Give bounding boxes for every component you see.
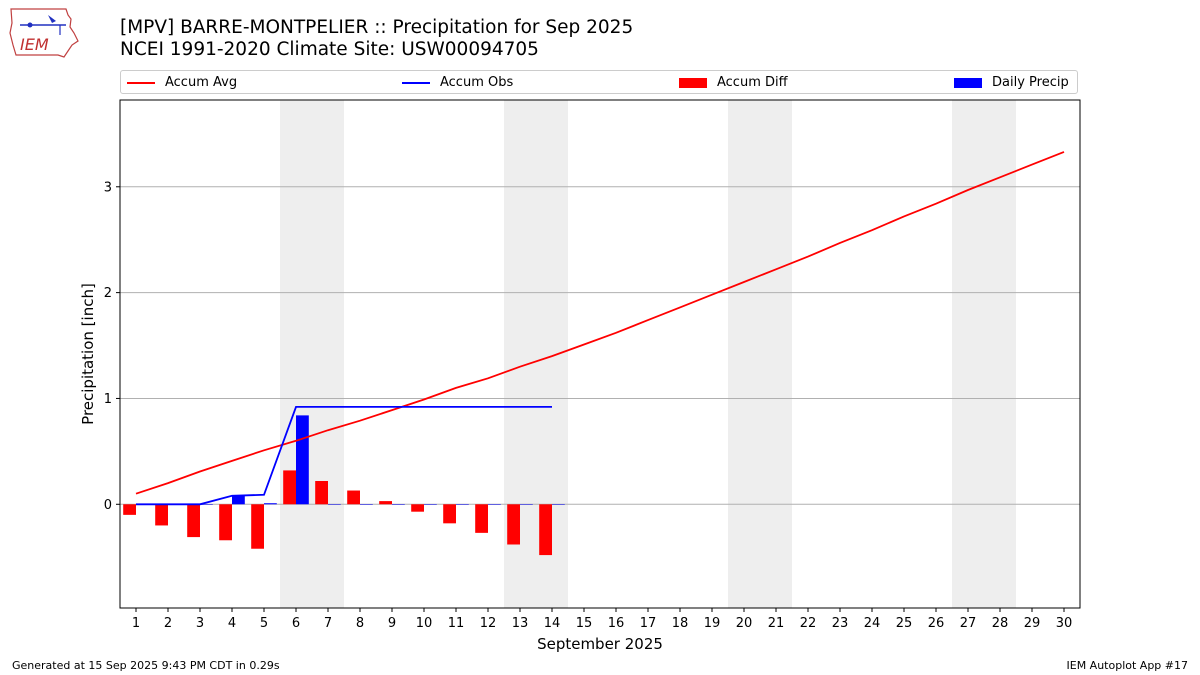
x-tick-label-11: 11 — [448, 616, 465, 631]
x-tick-label-2: 2 — [164, 616, 172, 631]
x-tick-label-6: 6 — [292, 616, 300, 631]
daily-precip-bar-day-7 — [328, 504, 341, 505]
weekend-shade-2 — [728, 100, 792, 608]
x-tick-label-25: 25 — [896, 616, 913, 631]
daily-precip-bar-day-10 — [424, 504, 437, 505]
accum-avg-line — [135, 151, 1065, 495]
x-tick-label-13: 13 — [512, 616, 529, 631]
accum-obs-line — [136, 405, 552, 506]
chart-subtitle: NCEI 1991-2020 Climate Site: USW00094705 — [120, 39, 539, 60]
accum-diff-bar-day-8 — [347, 490, 360, 505]
plot-frame — [119, 99, 1081, 609]
x-tick-label-8: 8 — [356, 616, 364, 631]
logo-text: IEM — [20, 35, 49, 54]
legend-label-daily-precip: Daily Precip — [992, 75, 1069, 90]
x-tick-label-9: 9 — [388, 616, 396, 631]
x-tick-label-18: 18 — [672, 616, 689, 631]
daily-precip-bar-day-5 — [264, 503, 277, 505]
accum-diff-bar-day-4 — [219, 504, 232, 541]
legend-swatch-accum-avg — [127, 82, 155, 84]
y-tick-label-3: 3 — [104, 180, 112, 195]
chart-title: [MPV] BARRE-MONTPELIER :: Precipitation … — [120, 17, 634, 38]
daily-precip-bar-day-8 — [360, 504, 373, 505]
x-tick-label-23: 23 — [832, 616, 849, 631]
y-tick-label-1: 1 — [104, 392, 112, 407]
x-tick-label-16: 16 — [608, 616, 625, 631]
accum-diff-bar-day-7 — [315, 481, 328, 505]
x-tick-label-22: 22 — [800, 616, 817, 631]
x-tick-label-27: 27 — [960, 616, 977, 631]
x-tick-label-29: 29 — [1024, 616, 1041, 631]
x-tick-label-1: 1 — [132, 616, 140, 631]
accum-diff-bar-day-1 — [123, 504, 136, 515]
x-tick-label-17: 17 — [640, 616, 657, 631]
x-tick-label-24: 24 — [864, 616, 881, 631]
daily-precip-bar-day-3 — [200, 504, 213, 505]
legend-label-accum-diff: Accum Diff — [717, 75, 788, 90]
legend-swatch-daily-precip — [954, 78, 982, 88]
legend-swatch-accum-diff — [679, 78, 707, 88]
x-axis-label: September 2025 — [537, 635, 663, 653]
daily-precip-bar-day-4 — [232, 495, 245, 505]
footer-app-text: IEM Autoplot App #17 — [1066, 659, 1189, 672]
daily-precip-bar-day-11 — [456, 504, 469, 505]
y-tick-label-0: 0 — [104, 498, 112, 513]
accum-diff-bar-day-11 — [443, 504, 456, 524]
daily-precip-bar-day-9 — [392, 504, 405, 505]
x-tick-label-30: 30 — [1056, 616, 1073, 631]
accum-diff-bar-day-12 — [475, 504, 488, 533]
daily-precip-bar-day-12 — [488, 504, 501, 505]
y-axis-label: Precipitation [inch] — [79, 283, 97, 425]
accum-diff-bar-day-3 — [187, 504, 200, 538]
accum-diff-bar-day-5 — [251, 504, 264, 549]
x-tick-label-21: 21 — [768, 616, 785, 631]
x-tick-label-10: 10 — [416, 616, 433, 631]
x-tick-label-28: 28 — [992, 616, 1009, 631]
legend-swatch-accum-obs — [402, 82, 430, 84]
x-tick-label-7: 7 — [324, 616, 332, 631]
daily-precip-bar-day-14 — [552, 504, 565, 505]
x-tick-label-5: 5 — [260, 616, 268, 631]
legend-label-accum-obs: Accum Obs — [440, 75, 514, 90]
accum-diff-bar-day-6 — [283, 470, 296, 505]
x-tick-label-20: 20 — [736, 616, 753, 631]
accum-diff-bar-day-9 — [379, 501, 392, 505]
x-tick-label-4: 4 — [228, 616, 236, 631]
daily-precip-bar-day-13 — [520, 504, 533, 505]
iem-logo: IEM — [9, 8, 79, 58]
x-tick-label-14: 14 — [544, 616, 561, 631]
legend-label-accum-avg: Accum Avg — [165, 75, 238, 90]
y-tick-label-2: 2 — [104, 286, 112, 301]
footer-generated-text: Generated at 15 Sep 2025 9:43 PM CDT in … — [12, 659, 280, 672]
weekend-shade-3 — [952, 100, 1016, 608]
accum-diff-bar-day-13 — [507, 504, 520, 545]
accum-diff-bar-day-10 — [411, 504, 424, 512]
weekend-shade-0 — [280, 100, 344, 608]
x-tick-label-26: 26 — [928, 616, 945, 631]
x-tick-label-15: 15 — [576, 616, 593, 631]
x-tick-label-19: 19 — [704, 616, 721, 631]
x-tick-label-3: 3 — [196, 616, 204, 631]
accum-diff-bar-day-2 — [155, 504, 168, 526]
legend: Accum Avg Accum Obs Accum Diff Daily Pre… — [120, 70, 1078, 94]
accum-diff-bar-day-14 — [539, 504, 552, 556]
x-tick-label-12: 12 — [480, 616, 497, 631]
daily-precip-bar-day-6 — [296, 415, 309, 505]
